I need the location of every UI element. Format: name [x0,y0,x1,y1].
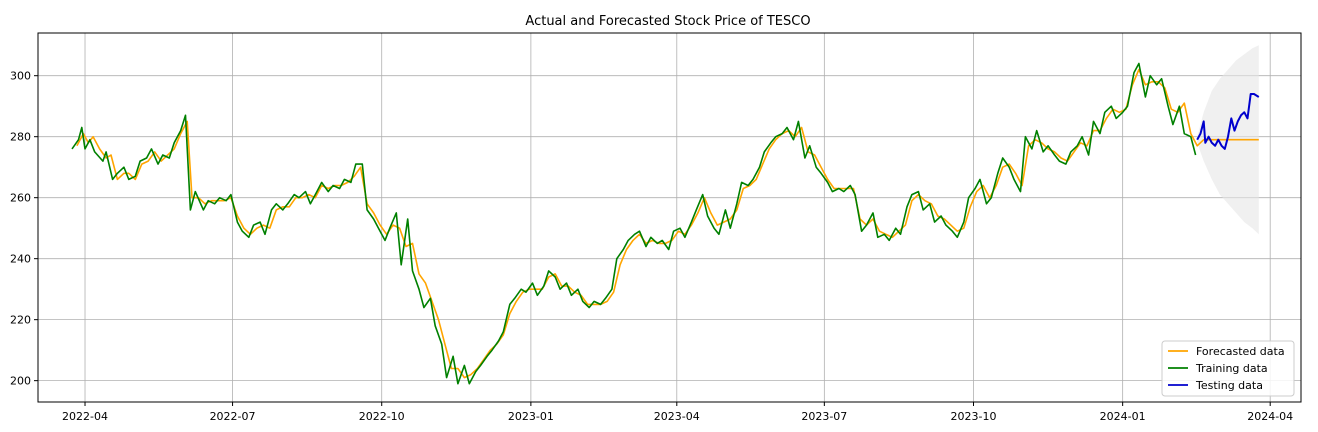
legend-box [1161,340,1295,397]
y-axis: 200 220 240 260 280 300 [10,70,38,388]
x-tick-label: 2024-01 [1100,410,1146,423]
x-tick-label: 2022-07 [210,410,256,423]
chart-title: Actual and Forecasted Stock Price of TES… [525,14,810,29]
training-data-line [71,62,1197,385]
grid-lines [38,33,1301,402]
forecasted-data-line [76,68,1259,379]
y-tick-label: 240 [10,253,31,266]
series-lines [71,62,1260,385]
y-tick-label: 220 [10,314,31,327]
y-tick-label: 300 [10,70,31,83]
x-tick-label: 2023-07 [801,410,847,423]
x-tick-label: 2022-10 [359,410,405,423]
legend-entry: Forecasted data [1196,345,1285,358]
x-tick-label: 2023-10 [951,410,997,423]
plot-frame [37,32,1302,403]
testing-data-line [1196,93,1260,150]
legend: Forecasted data Training data Testing data [1161,340,1295,397]
y-tick-label: 200 [10,375,31,388]
x-axis: 2022-04 2022-07 2022-10 2023-01 2023-04 2023-… [62,402,1293,423]
x-tick-label: 2024-04 [1247,410,1293,423]
x-tick-label: 2023-04 [654,410,700,423]
legend-entry: Training data [1195,362,1268,375]
y-tick-label: 260 [10,192,31,205]
x-tick-label: 2022-04 [62,410,108,423]
legend-entry: Testing data [1195,379,1263,392]
y-tick-label: 280 [10,131,31,144]
x-tick-label: 2023-01 [508,410,554,423]
